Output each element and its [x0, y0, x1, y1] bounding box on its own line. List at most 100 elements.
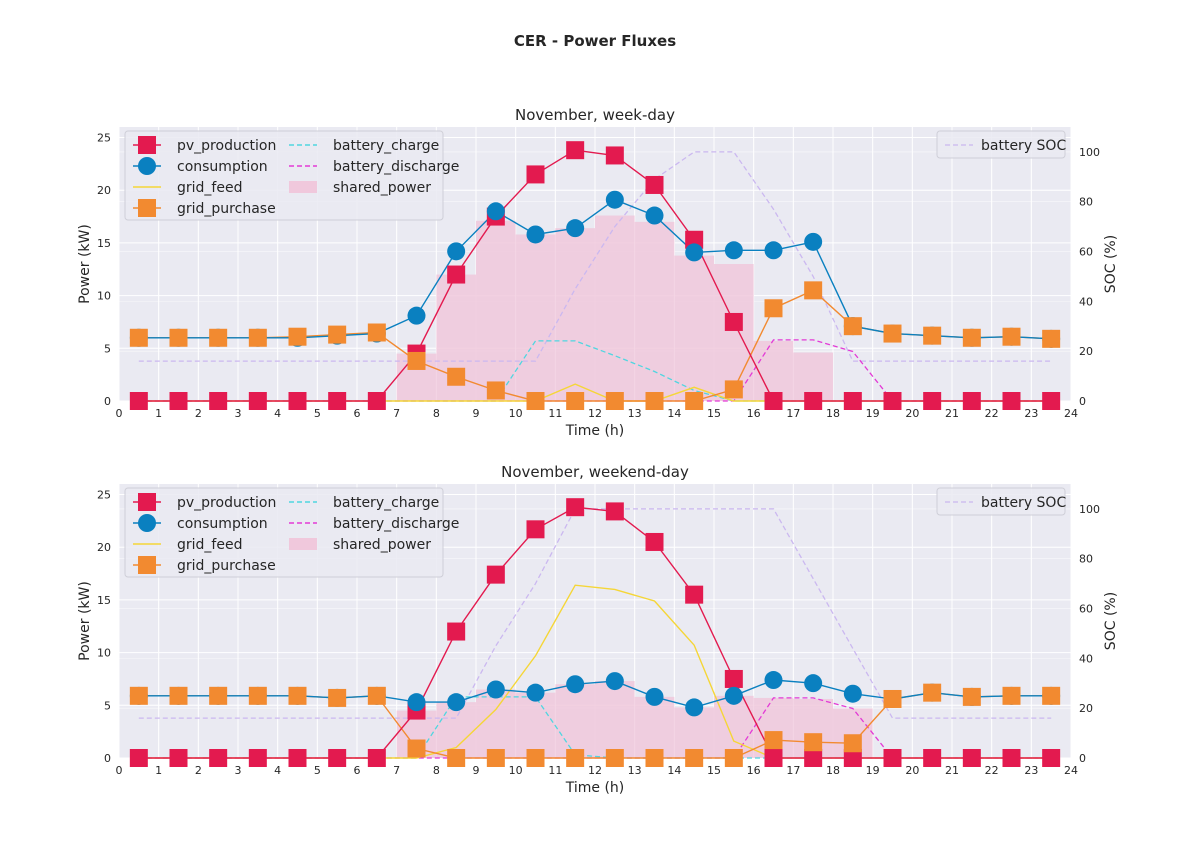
legend-box [124, 130, 444, 221]
soc-legend-box [936, 130, 1066, 159]
x-axis-label: Time (h) [565, 423, 625, 439]
grid-purchase-point [605, 392, 624, 410]
legend-shared-power-swatch [289, 538, 317, 550]
grid-purchase-point [962, 328, 981, 347]
grid-purchase-point [1042, 329, 1061, 348]
y2-tick-label: 40 [1079, 295, 1093, 308]
pv-production-point [724, 312, 743, 331]
pv-production-point [566, 141, 585, 160]
pv-production-point [169, 392, 188, 410]
grid-purchase-point [685, 392, 704, 410]
grid-purchase-point [883, 689, 902, 708]
x-tick-label: 1 [155, 407, 162, 420]
shared-power-bar [634, 696, 675, 758]
panel-weekend: 0 1 2 3 4 5 6 7 8 9 10 11 12 13 14 15 16 17 18 19 20 21 22 23 24… [77, 463, 1119, 796]
legend-battery-discharge-label: battery_discharge [333, 159, 459, 175]
shared-power-bar [476, 220, 516, 401]
shared-power-bar [595, 681, 635, 758]
grid-purchase-point [209, 328, 228, 347]
grid-purchase-point [1002, 327, 1021, 346]
x-tick-label: 20 [905, 764, 919, 777]
consumption-point [685, 243, 704, 262]
y-tick-label: 15 [97, 237, 111, 250]
consumption-point [764, 671, 783, 690]
pv-production-point [962, 392, 981, 410]
x-tick-label: 0 [116, 407, 123, 420]
x-tick-label: 9 [473, 407, 480, 420]
consumption-point [764, 241, 783, 260]
pv-production-point [605, 146, 624, 165]
pv-production-point [209, 749, 228, 767]
x-tick-label: 24 [1064, 407, 1078, 420]
grid-purchase-point [169, 686, 188, 705]
consumption-point [526, 225, 545, 244]
shared-power-bar [595, 215, 635, 401]
legend-grid-purchase-label: grid_purchase [177, 558, 276, 574]
pv-production-point [764, 749, 783, 767]
y2-tick-label: 20 [1079, 702, 1093, 715]
legend-consumption-marker [138, 157, 156, 175]
grid-purchase-point [248, 686, 267, 705]
grid-purchase-point [764, 299, 783, 318]
legend-grid-feed-label: grid_feed [177, 180, 242, 196]
y2-tick-label: 80 [1079, 196, 1093, 209]
consumption-point [526, 683, 545, 702]
consumption-point [804, 232, 823, 251]
legend-pv-production-label: pv_production [177, 138, 276, 154]
y2-tick-label: 0 [1079, 752, 1086, 765]
pv-production-point [288, 749, 307, 767]
pv-production-point [526, 165, 545, 184]
pv-production-point [1002, 749, 1021, 767]
x-tick-label: 19 [866, 407, 880, 420]
x-tick-label: 6 [354, 407, 361, 420]
grid-purchase-point [1002, 686, 1021, 705]
legend-shared-power-label: shared_power [333, 180, 431, 196]
soc-legend-box [936, 487, 1066, 516]
legend-battery-charge-label: battery_charge [333, 495, 439, 511]
legend-grid-purchase-marker [138, 199, 156, 217]
grid-purchase-point [367, 323, 386, 342]
y-axis-label: Power (kW) [77, 581, 93, 661]
shared-power-bar [476, 689, 516, 758]
x-tick-label: 16 [747, 407, 761, 420]
pv-production-point [447, 265, 466, 284]
x-tick-label: 12 [588, 407, 602, 420]
figure-suptitle: CER - Power Fluxes [514, 32, 676, 50]
x-tick-label: 15 [707, 764, 721, 777]
consumption-point [447, 242, 466, 261]
pv-production-point [129, 392, 148, 410]
y-tick-label: 5 [104, 342, 111, 355]
grid-purchase-point [486, 749, 505, 767]
pv-production-point [248, 392, 267, 410]
y2-tick-label: 80 [1079, 553, 1093, 566]
pv-production-point [288, 392, 307, 410]
x-tick-label: 13 [628, 764, 642, 777]
pv-production-point [526, 520, 545, 539]
pv-production-point [1042, 749, 1061, 767]
grid-purchase-point [685, 749, 704, 767]
y2-tick-label: 60 [1079, 603, 1093, 616]
y2-tick-label: 100 [1079, 503, 1100, 516]
consumption-point [724, 241, 743, 260]
y-axis-label: Power (kW) [77, 224, 93, 304]
legend-grid-purchase-label: grid_purchase [177, 201, 276, 217]
y-tick-label: 25 [97, 489, 111, 502]
y-tick-label: 10 [97, 647, 111, 660]
grid-purchase-point [328, 325, 347, 344]
x-tick-label: 20 [905, 407, 919, 420]
x-tick-label: 21 [945, 407, 959, 420]
pv-production-point [724, 669, 743, 688]
battery-SOC-line [138, 151, 1052, 362]
consumption-point [724, 686, 743, 705]
consumption-point [566, 219, 585, 238]
grid-purchase-point [645, 749, 664, 767]
x-tick-label: 17 [786, 407, 800, 420]
grid-purchase-point [169, 328, 188, 347]
pv-production-point [367, 749, 386, 767]
grid-purchase-point [645, 392, 664, 410]
legend-battery-soc-label: battery SOC [981, 138, 1066, 154]
consumption-point [486, 202, 505, 221]
legend-pv-production-marker [138, 493, 156, 511]
grid-purchase-point [883, 324, 902, 343]
x-tick-label: 18 [826, 407, 840, 420]
